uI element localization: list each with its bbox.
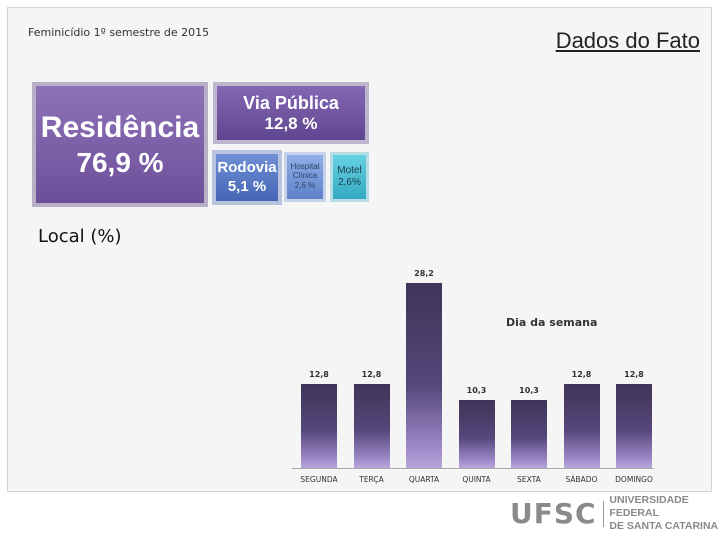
logo-divider — [602, 500, 604, 527]
bar-domingo — [616, 384, 652, 468]
category-label: TERÇA — [359, 475, 384, 484]
category-label: SEGUNDA — [300, 475, 338, 484]
logo-line-2: DE SANTA CATARINA — [609, 520, 719, 533]
slide-subtitle: Feminicídio 1º semestre de 2015 — [28, 26, 210, 39]
logo-line-1: UNIVERSIDADE FEDERAL — [609, 494, 689, 520]
tile-residencia: Residência 76,9 % — [32, 82, 208, 207]
chart-baseline — [292, 468, 654, 469]
logo-text: UNIVERSIDADE FEDERAL DE SANTA CATARINA — [609, 494, 720, 533]
ufsc-logo: UFSC UNIVERSIDADE FEDERAL DE SANTA CATAR… — [510, 494, 720, 533]
tile-label: Residência — [40, 111, 200, 145]
logo-mark: UFSC — [510, 497, 597, 531]
bar-terça — [353, 384, 390, 468]
tile-label: Rodovia — [217, 159, 277, 177]
bar-sábado — [563, 384, 600, 468]
tile-label: Via Pública — [243, 92, 339, 113]
tile-rodovia: Rodovia 5,1 % — [212, 150, 282, 205]
tile-label: Hospital Clínica — [290, 162, 320, 180]
tile-value: 2,6 % — [294, 181, 316, 191]
tile-value: 12,8 % — [264, 113, 318, 133]
local-label: Local (%) — [38, 226, 122, 247]
bar-sexta — [511, 400, 547, 468]
bar-quarta — [406, 283, 442, 468]
tile-label: Motel — [337, 164, 362, 176]
bar-quinta — [458, 400, 495, 468]
tile-value: 76,9 % — [76, 146, 164, 178]
tile-value: 2,6% — [338, 177, 361, 188]
bar-value-label: 12,8 — [361, 370, 382, 380]
bar-value-label: 12,8 — [571, 370, 592, 380]
category-label: SEXTA — [517, 475, 541, 484]
category-label: QUARTA — [408, 475, 440, 484]
category-label: QUINTA — [462, 475, 491, 484]
category-label: SÁBADO — [565, 475, 598, 484]
chart-title: Dia da semana — [506, 316, 598, 329]
bar-value-label: 12,8 — [624, 370, 644, 380]
bar-value-label: 10,3 — [466, 386, 487, 396]
category-label: DOMINGO — [615, 475, 653, 484]
tile-motel: Motel 2,6% — [330, 152, 369, 202]
bar-value-label: 12,8 — [309, 370, 329, 380]
tile-hospital-clinica: Hospital Clínica 2,6 % — [284, 152, 326, 202]
tile-via-publica: Via Pública 12,8 % — [213, 82, 369, 144]
slide-title: Dados do Fato — [555, 28, 700, 53]
bar-value-label: 28,2 — [414, 269, 434, 278]
bar-value-label: 10,3 — [519, 386, 539, 396]
tile-value: 5,1 % — [227, 178, 267, 195]
bar-segunda — [301, 384, 337, 468]
